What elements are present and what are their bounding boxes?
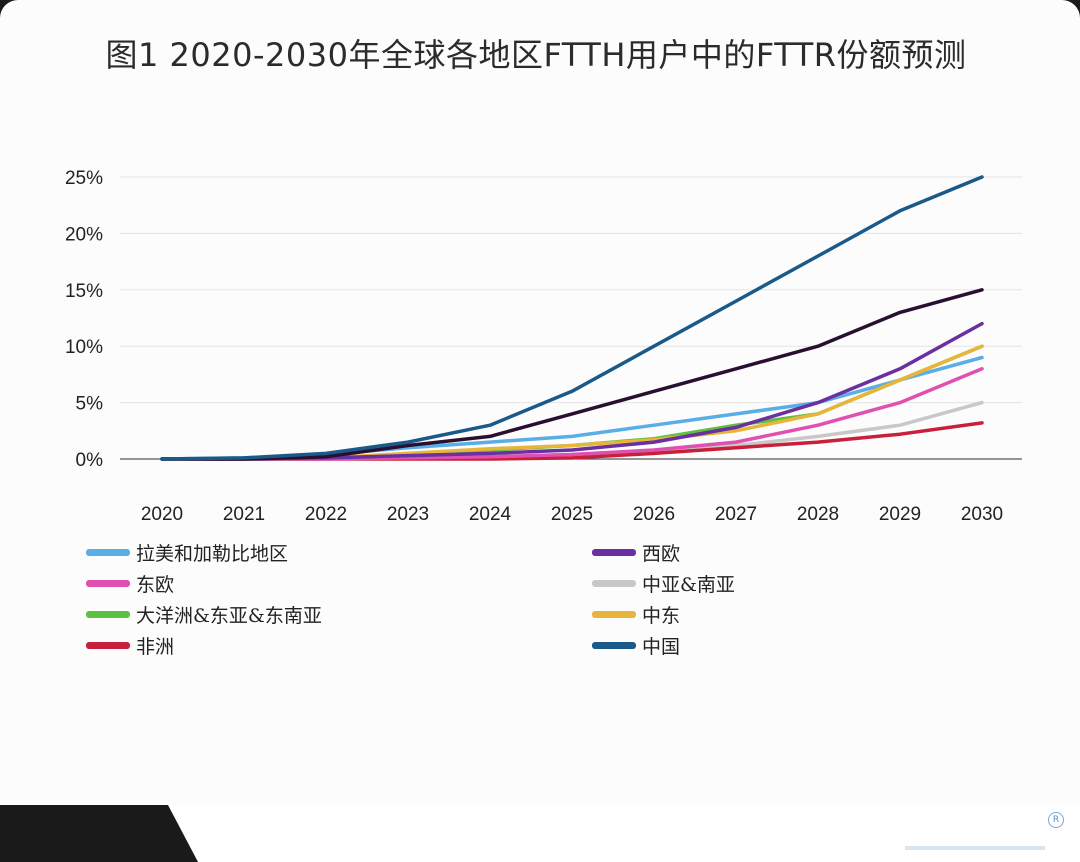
legend-swatch [592,641,636,649]
legend-label: 拉美和加勒比地区 [136,542,289,565]
legend-swatch [592,610,636,618]
x-tick-label: 2023 [387,504,429,525]
x-tick-label: 2027 [715,504,757,525]
y-tick-label: 25% [65,168,103,189]
x-tick-label: 2020 [141,504,183,525]
legend-swatch [86,548,130,556]
chart-title: 图1 2020-2030年全球各地区FTTH用户中的FTTR份额预测 [105,36,967,74]
legend: 拉美和加勒比地区 西欧东欧 中亚&南亚大洋洲&东亚&东南亚 中东非洲 中国 [86,538,1006,668]
legend-item: 大洋洲&东亚&东南亚 [86,600,322,628]
legend-swatch [592,548,636,556]
x-tick-label: 2029 [879,504,921,525]
legend-item: 中东 [592,600,680,628]
x-tick-label: 2024 [469,504,512,525]
legend-item: 拉美和加勒比地区 [86,538,288,566]
legend-label: 中亚&南亚 [642,573,735,596]
legend-label: 西欧 [642,542,681,565]
legend-item: 中国 [592,631,680,659]
legend-swatch [86,579,130,587]
y-axis-ticks: 0% 5% 10% 15% 20% 25% [65,168,103,471]
legend-item: 西欧 [592,538,680,566]
footer-band [168,805,1080,862]
series-lines [160,175,984,461]
y-tick-label: 0% [76,450,104,471]
legend-item: 东欧 [86,569,174,597]
series-line-unlabeled [160,288,984,461]
series-line-中国 [160,175,984,461]
legend-label: 中国 [642,635,681,658]
legend-item: 中亚&南亚 [592,569,735,597]
y-tick-label: 15% [65,281,103,302]
legend-swatch [592,579,636,587]
x-tick-label: 2022 [305,504,347,525]
y-tick-label: 10% [65,337,103,358]
x-axis-ticks: 2020 2021 2022 2023 2024 2025 2026 2027 2028 2029… [141,504,1003,525]
watermark-bar [905,846,1045,850]
legend-swatch [86,610,130,618]
y-tick-label: 5% [76,394,104,415]
x-tick-label: 2030 [961,504,1003,525]
legend-swatch [86,641,130,649]
x-tick-label: 2025 [551,504,593,525]
legend-item: 非洲 [86,631,174,659]
legend-label: 中东 [642,604,681,627]
legend-label: 东欧 [136,573,175,596]
line-chart: 0%5%10%15%20%25% 2020 2021 2022 2023 2024 202… [65,168,1022,525]
registered-mark: R [1048,812,1064,828]
legend-label: 大洋洲&东亚&东南亚 [136,604,322,627]
legend-label: 非洲 [136,635,175,658]
x-tick-label: 2021 [223,504,265,525]
y-tick-label: 20% [65,224,103,245]
x-tick-label: 2026 [633,504,675,525]
x-tick-label: 2028 [797,504,839,525]
